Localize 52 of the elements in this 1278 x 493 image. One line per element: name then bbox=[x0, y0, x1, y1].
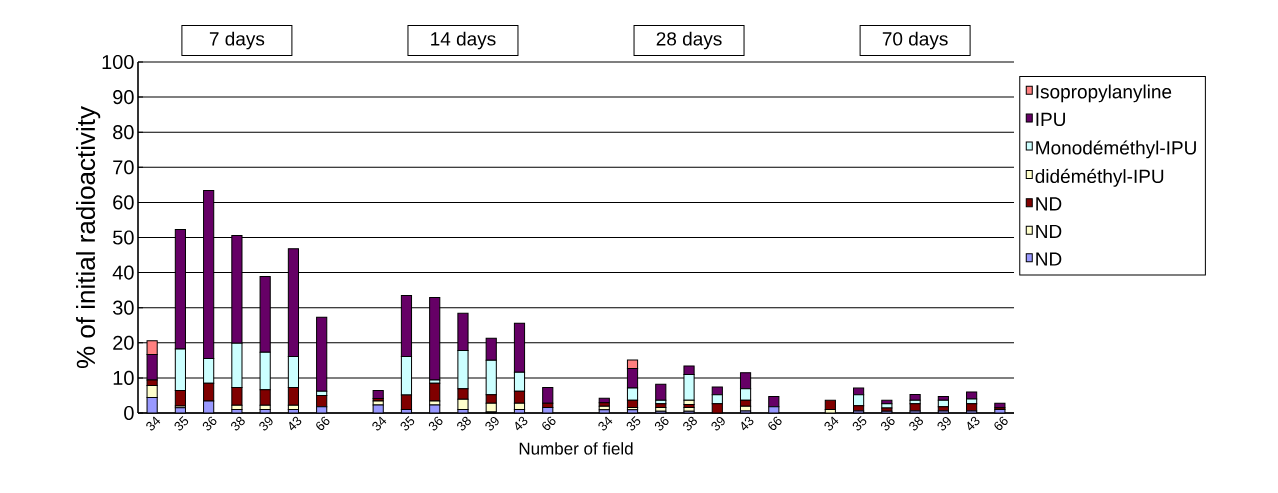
x-tick-label: 39 bbox=[259, 416, 273, 431]
legend-label: ND bbox=[1036, 197, 1062, 211]
y-tick-label: 30 bbox=[112, 300, 134, 315]
x-tick-label: 43 bbox=[741, 416, 754, 431]
text: 7 days bbox=[209, 31, 265, 50]
x-tick-label: 66 bbox=[994, 416, 1008, 431]
y-tick-label: 80 bbox=[113, 125, 134, 140]
y-tick-label: 20 bbox=[113, 335, 134, 350]
legend-label: didéméthyl-IPU bbox=[1035, 168, 1164, 187]
legend-label: ND bbox=[1036, 224, 1062, 238]
x-tick-label: 43 bbox=[967, 416, 980, 431]
x-tick-label: 38 bbox=[909, 416, 923, 431]
x-tick-label: 35 bbox=[626, 416, 641, 431]
x-tick-label: 35 bbox=[852, 416, 867, 431]
text: 70 days bbox=[882, 31, 948, 50]
x-tick-label: 36 bbox=[654, 416, 669, 431]
x-tick-label: 36 bbox=[428, 416, 443, 431]
x-tick-label: 38 bbox=[683, 416, 697, 431]
legend-label: Isopropylanyline bbox=[1036, 84, 1172, 103]
x-tick-label: 66 bbox=[542, 416, 556, 431]
y-tick-label: 100 bbox=[102, 54, 134, 70]
legend-label: Monodéméthyl-IPU bbox=[1036, 140, 1196, 159]
y-tick-label: 0 bbox=[124, 405, 134, 421]
y-tick-label: 60 bbox=[113, 195, 134, 210]
x-tick-label: 39 bbox=[711, 416, 725, 431]
x-tick-label: 34 bbox=[598, 416, 613, 431]
x-tick-label: 35 bbox=[400, 416, 415, 431]
y-tick-label: 70 bbox=[113, 160, 134, 175]
x-tick-label: 34 bbox=[824, 416, 839, 431]
y-tick-label: 90 bbox=[113, 90, 134, 105]
x-tick-label: 39 bbox=[937, 416, 951, 431]
x-tick-label: 43 bbox=[515, 416, 528, 431]
x-tick-label: 36 bbox=[202, 416, 217, 431]
y-tick-label: 50 bbox=[113, 230, 134, 245]
x-tick-label: 39 bbox=[485, 416, 499, 431]
legend-label: IPU bbox=[1036, 112, 1065, 127]
x-tick-label: 43 bbox=[289, 416, 302, 431]
text: 14 days bbox=[431, 31, 496, 50]
x-tick-label: 35 bbox=[174, 416, 189, 431]
legend-label: ND bbox=[1036, 252, 1062, 266]
x-axis-title: Number of field bbox=[519, 442, 633, 455]
x-tick-label: 34 bbox=[146, 416, 161, 431]
x-tick-label: 34 bbox=[372, 416, 387, 431]
x-tick-label: 38 bbox=[457, 416, 471, 431]
x-tick-label: 66 bbox=[768, 416, 782, 431]
text: 28 days bbox=[656, 31, 722, 50]
y-tick-label: 40 bbox=[112, 265, 134, 280]
x-tick-label: 38 bbox=[231, 416, 245, 431]
y-axis-title: % of initial radioactivity bbox=[76, 106, 101, 369]
x-tick-label: 36 bbox=[880, 416, 895, 431]
x-tick-label: 66 bbox=[316, 416, 330, 431]
y-tick-label: 10 bbox=[113, 370, 134, 385]
